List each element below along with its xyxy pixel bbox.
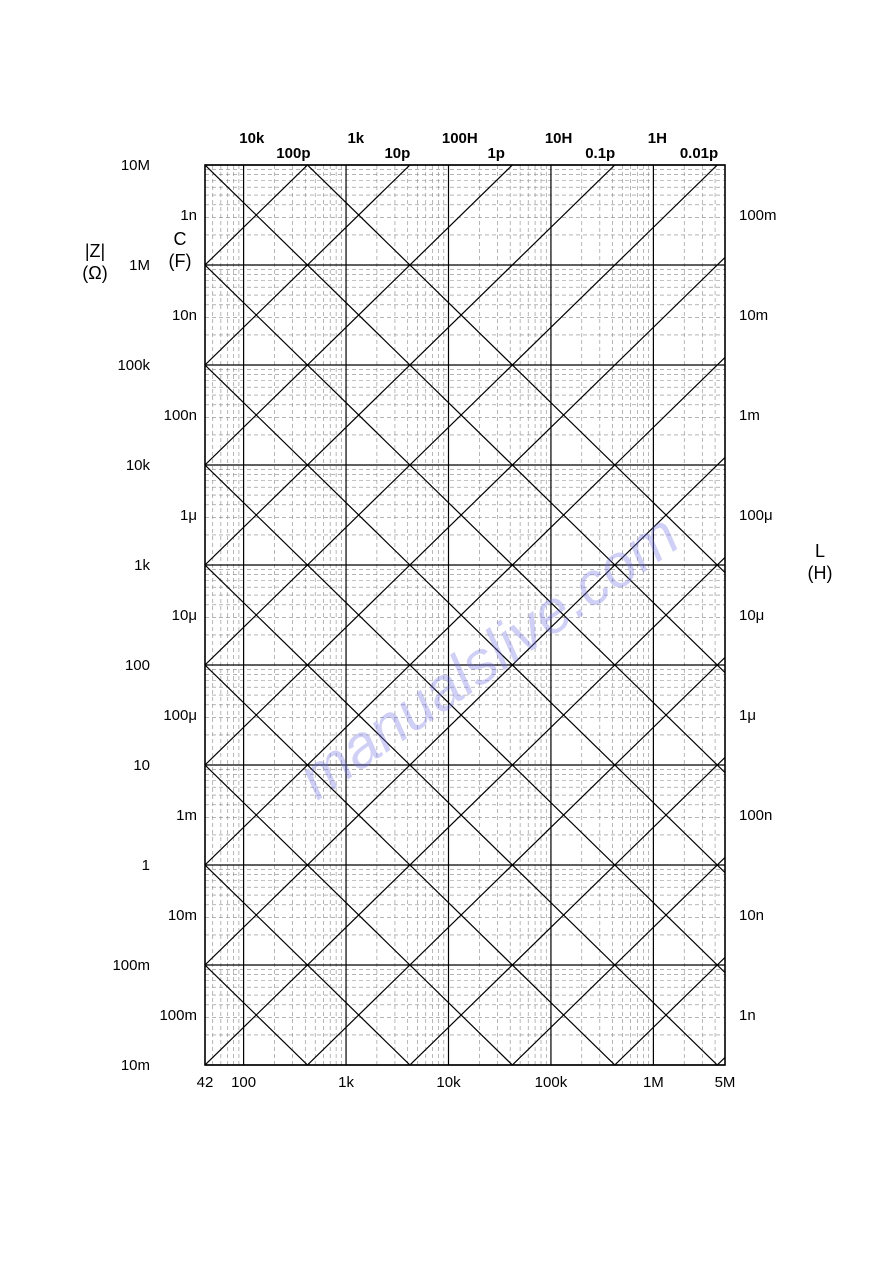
l-diag-label: 100m	[739, 207, 777, 224]
c-diag-label: 10m	[168, 907, 197, 924]
impedance-nomograph: manualslive.com421001k10k100k1M5M10m100m…	[0, 0, 893, 1263]
y-tick-label: 100m	[112, 957, 150, 974]
c-diag-label: 10μ	[172, 607, 197, 624]
plot-frame	[205, 165, 725, 1065]
inductance-labels: 100m 10m 1m 100μ 10μ 1μ 100n 10n 1n	[739, 207, 777, 1024]
top-diag-label: 10k	[239, 130, 265, 147]
y-tick-label: 10k	[126, 457, 151, 474]
chart-svg: manualslive.com421001k10k100k1M5M10m100m…	[0, 0, 893, 1263]
top-diag-label: 0.1p	[585, 145, 615, 162]
c-diag-label: 1m	[176, 807, 197, 824]
l-diag-label: 10μ	[739, 607, 764, 624]
x-tick-label: 10k	[436, 1074, 461, 1091]
l-diag-label: 10n	[739, 907, 764, 924]
y-tick-label: 1M	[129, 257, 150, 274]
top-diag-label: 100H	[442, 130, 478, 147]
y-tick-label: 1	[142, 857, 150, 874]
c-diag-label: 100μ	[163, 707, 197, 724]
top-diag-label: 100p	[276, 145, 310, 162]
c-diag-label: 10n	[172, 307, 197, 324]
y-tick-label: 10	[133, 757, 150, 774]
top-diag-label: 10H	[545, 130, 573, 147]
c-diag-label: 1μ	[180, 507, 197, 524]
c-diag-label: 100m	[159, 1007, 197, 1024]
l-diag-label: 1μ	[739, 707, 756, 724]
l-unit-label-line1: L	[815, 541, 825, 561]
major-grid	[205, 165, 725, 1065]
c-diag-label: 1n	[180, 207, 197, 224]
x-tick-labels: 42 100 1k 10k 100k 1M 5M	[197, 1074, 736, 1091]
y-tick-label: 1k	[134, 557, 150, 574]
c-diag-label: 100n	[164, 407, 197, 424]
z-unit-label-line2: (Ω)	[82, 263, 107, 283]
l-diag-label: 100n	[739, 807, 772, 824]
y-tick-labels: 10m 100m 1 10 100 1k 10k 100k 1M 10M	[112, 157, 150, 1074]
minor-grid	[205, 165, 725, 1065]
y-tick-label: 100	[125, 657, 150, 674]
top-diag-labels: 10k 100p 1k 10p 100H 1p 10H 0.1p 1H 0.01p	[239, 130, 718, 162]
c-unit-label-line1: C	[174, 229, 187, 249]
top-diag-label: 1k	[347, 130, 364, 147]
top-diag-label: 0.01p	[680, 145, 718, 162]
x-tick-label: 42	[197, 1074, 214, 1091]
l-diag-label: 100μ	[739, 507, 773, 524]
l-diag-label: 10m	[739, 307, 768, 324]
x-tick-label: 5M	[715, 1074, 736, 1091]
top-diag-label: 1H	[648, 130, 667, 147]
top-diag-label: 10p	[384, 145, 410, 162]
y-tick-label: 10m	[121, 1057, 150, 1074]
y-tick-label: 100k	[117, 357, 150, 374]
y-tick-label: 10M	[121, 157, 150, 174]
x-tick-label: 100k	[535, 1074, 568, 1091]
x-tick-label: 1k	[338, 1074, 354, 1091]
l-diag-label: 1n	[739, 1007, 756, 1024]
l-diag-label: 1m	[739, 407, 760, 424]
l-unit-label-line2: (H)	[808, 563, 833, 583]
z-unit-label-line1: |Z|	[85, 241, 105, 261]
x-tick-label: 1M	[643, 1074, 664, 1091]
top-diag-label: 1p	[487, 145, 505, 162]
x-tick-label: 100	[231, 1074, 256, 1091]
capacitance-labels: 1n 10n 100n 1μ 10μ 100μ 1m 10m 100m	[159, 207, 197, 1024]
c-unit-label-line2: (F)	[169, 251, 192, 271]
